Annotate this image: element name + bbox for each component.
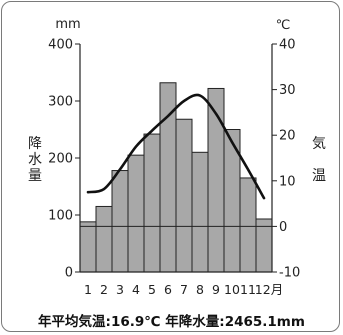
left-tick-label: 200 (48, 152, 73, 167)
precipitation-bar-1 (79, 221, 97, 273)
axis-title-char: 水 (28, 152, 42, 168)
axis-title-char: 気 (312, 136, 326, 152)
axis-title-char: 量 (28, 168, 42, 184)
precipitation-bar-12 (255, 218, 273, 273)
precipitation-bar-3 (111, 170, 129, 273)
climate-summary: 年平均気温:16.9℃ 年降水量:2465.1mm (38, 314, 305, 330)
left-tick-label: 400 (48, 38, 73, 53)
precipitation-bars (79, 82, 273, 273)
month-label-12: 12月 (255, 282, 283, 297)
precipitation-bar-2 (95, 205, 113, 273)
month-label-2: 2 (100, 282, 108, 297)
left-unit-label: mm (55, 17, 80, 32)
left-tick-label: 0 (65, 266, 73, 281)
left-axis-title: 降水量 (28, 136, 42, 184)
right-tick-label: 10 (279, 174, 296, 189)
right-tick-label: 40 (279, 38, 296, 53)
month-label-7: 7 (180, 282, 188, 297)
month-label-10: 10 (224, 282, 240, 297)
precipitation-bar-5 (143, 133, 161, 273)
precipitation-bar-7 (175, 118, 193, 273)
right-tick-label: -10 (279, 266, 300, 281)
month-label-9: 9 (212, 282, 220, 297)
right-unit-label: ℃ (276, 18, 291, 33)
temperature-line (86, 93, 266, 200)
month-label-1: 1 (84, 282, 92, 297)
right-tick-label: 30 (279, 83, 296, 98)
month-label-6: 6 (164, 282, 172, 297)
left-tick-label: 300 (48, 95, 73, 110)
month-label-5: 5 (148, 282, 156, 297)
right-axis-title: 気温 (312, 136, 326, 184)
precipitation-bar-4 (127, 154, 145, 273)
precipitation-bar-11 (239, 177, 257, 273)
axis-title-char: 降 (28, 136, 42, 152)
month-label-4: 4 (132, 282, 140, 297)
left-tick-label: 100 (48, 209, 73, 224)
precipitation-bar-8 (191, 151, 209, 273)
month-label-3: 3 (116, 282, 124, 297)
month-label-8: 8 (196, 282, 204, 297)
month-label-11: 11 (240, 282, 256, 297)
axis-title-char: 温 (312, 168, 326, 184)
right-tick-label: 20 (279, 129, 296, 144)
right-tick-label: 0 (279, 220, 287, 235)
